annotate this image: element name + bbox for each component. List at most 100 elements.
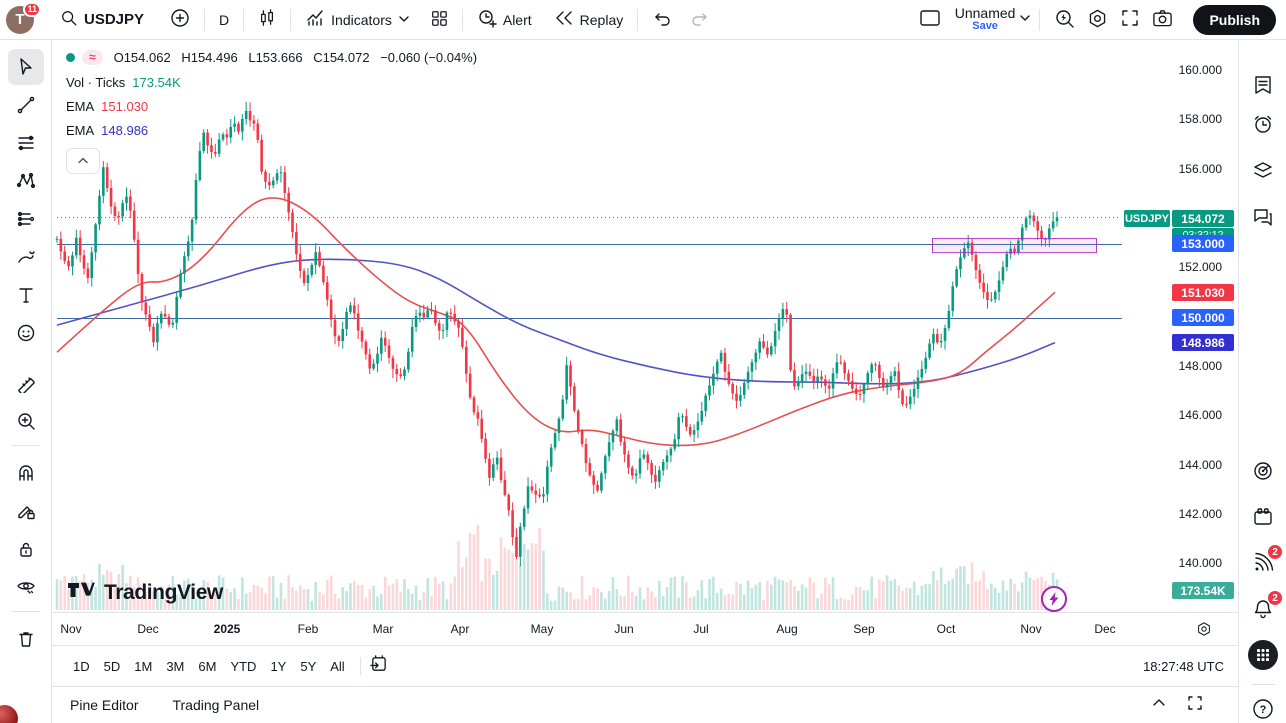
range-ytd[interactable]: YTD [223,655,263,678]
forecast-tool[interactable] [8,201,44,237]
level-153-badge: 153.000 [1172,235,1234,252]
magnet-tool[interactable] [8,455,44,491]
time-tick-year: 2025 [213,622,241,636]
help-button[interactable]: ? [1250,696,1276,722]
chevron-down-icon[interactable] [1019,11,1031,29]
ema-fast-label: EMA [66,99,95,114]
range-all[interactable]: All [323,655,351,678]
separator [461,8,463,31]
layout-name-block[interactable]: Unnamed Save [955,6,1016,32]
camera-icon [1152,8,1173,31]
symbol-search-button[interactable]: USDJPY [54,5,150,34]
measure-tool[interactable] [8,365,44,401]
news-feed-icon[interactable]: 2 [1250,544,1283,576]
top-toolbar: T 11 USDJPY D Indicators Alert [0,0,1286,40]
tab-trading-panel[interactable]: Trading Panel [172,697,260,713]
time-tick: Oct [936,622,956,636]
apps-grid-button[interactable] [1248,640,1278,670]
tab-pine-editor[interactable]: Pine Editor [70,697,139,713]
price-tick: 160.000 [1178,63,1222,77]
ohlc-open: O154.062 [113,50,171,65]
fullscreen-button[interactable] [1114,4,1146,35]
drawing-lock-tool[interactable] [8,493,44,529]
publish-button[interactable]: Publish [1193,4,1276,35]
layout-select-button[interactable] [913,4,947,35]
calendar-icon[interactable] [1250,504,1276,530]
date-range-toolbar: 1D 5D 1M 3M 6M YTD 1Y 5Y All 18:27:48 UT… [52,645,1238,686]
range-1y[interactable]: 1Y [263,655,293,678]
time-tick: May [530,622,554,636]
settings-button[interactable] [1081,4,1114,36]
separator [243,8,245,31]
legend-ohlc-row[interactable]: ≈ O154.062 H154.496 L153.666 C154.072 −0… [66,50,484,65]
interval-button[interactable]: D [213,8,235,32]
bell-count-badge: 2 [1267,590,1283,606]
range-1d[interactable]: 1D [66,655,97,678]
time-tick: Aug [776,622,798,636]
ema-fast-value: 151.030 [101,99,149,114]
alerts-clock-icon[interactable] [1250,111,1276,137]
time-tick: Dec [137,622,159,636]
right-sidebar: 2 2 ? [1238,40,1286,723]
price-tick: 148.000 [1178,359,1222,373]
trend-line-tool[interactable] [8,87,44,123]
legend-ema-fast-row[interactable]: EMA 151.030 [66,100,484,113]
range-5y[interactable]: 5Y [293,655,323,678]
legend-collapse-button[interactable] [66,148,100,174]
tradingview-watermark: TradingView [66,578,223,607]
remove-drawings-tool[interactable] [8,621,44,657]
price-scale[interactable]: 160.000 158.000 156.000 152.000 148.000 … [1122,40,1238,612]
time-axis[interactable]: Nov Dec 2025 Feb Mar Apr May Jun Jul Aug… [52,612,1238,645]
cursor-tool[interactable] [8,49,44,85]
replay-icon [554,8,574,31]
chart-style-button[interactable] [252,5,282,34]
drawing-quick-action-icon[interactable] [1041,586,1067,612]
watermark-text: TradingView [104,580,223,604]
range-6m[interactable]: 6M [191,655,223,678]
lock-all-tool[interactable] [8,531,44,567]
user-avatar[interactable]: T 11 [6,1,41,34]
chart-plot-area[interactable]: ≈ O154.062 H154.496 L153.666 C154.072 −0… [52,40,1122,612]
emoji-tool[interactable] [8,315,44,351]
text-tool[interactable] [8,277,44,313]
ema-slow-value: 148.986 [101,123,149,138]
axis-settings-gear-icon[interactable] [1196,621,1212,640]
pattern-tool[interactable] [8,163,44,199]
ideas-target-icon[interactable] [1250,458,1276,484]
separator [290,8,292,31]
indicator-templates-button[interactable] [424,5,454,34]
notifications-bell-icon[interactable]: 2 [1250,590,1283,622]
compare-add-symbol-button[interactable] [164,4,196,35]
replay-button[interactable]: Replay [548,4,630,35]
fib-retracement-tool[interactable] [8,125,44,161]
legend-ema-slow-row[interactable]: EMA 148.986 [66,124,484,137]
watchlist-icon[interactable] [1250,72,1276,98]
chat-icon[interactable] [1250,204,1276,230]
time-tick: Jun [614,622,634,636]
zoom-in-tool[interactable] [8,403,44,439]
undo-button[interactable] [646,4,678,35]
object-tree-layers-icon[interactable] [1250,158,1276,184]
range-1m[interactable]: 1M [127,655,159,678]
alert-button[interactable]: Alert [471,4,538,35]
screenshot-button[interactable] [1146,4,1179,35]
hide-all-tool[interactable] [8,569,44,605]
price-tick: 140.000 [1178,556,1222,570]
redo-button[interactable] [684,4,716,35]
price-chart-canvas[interactable] [52,40,1122,612]
ohlc-change: −0.060 (−0.04%) [380,50,478,65]
session-clock[interactable]: 18:27:48 UTC [1143,658,1224,674]
goto-date-icon[interactable] [369,654,388,678]
brush-tool[interactable] [8,239,44,275]
panel-maximize-icon[interactable] [1188,696,1202,715]
legend-volume-row[interactable]: Vol · Ticks 173.54K [66,76,484,89]
quick-search-button[interactable] [1048,4,1081,36]
range-5d[interactable]: 5D [97,655,128,678]
range-3m[interactable]: 3M [159,655,191,678]
time-tick: Mar [372,622,394,636]
toolbar-divider [12,611,40,612]
panel-expand-chevron-icon[interactable] [1152,696,1166,715]
indicators-button[interactable]: Indicators [299,4,416,35]
save-link[interactable]: Save [972,20,998,33]
interval-label: D [219,11,230,28]
